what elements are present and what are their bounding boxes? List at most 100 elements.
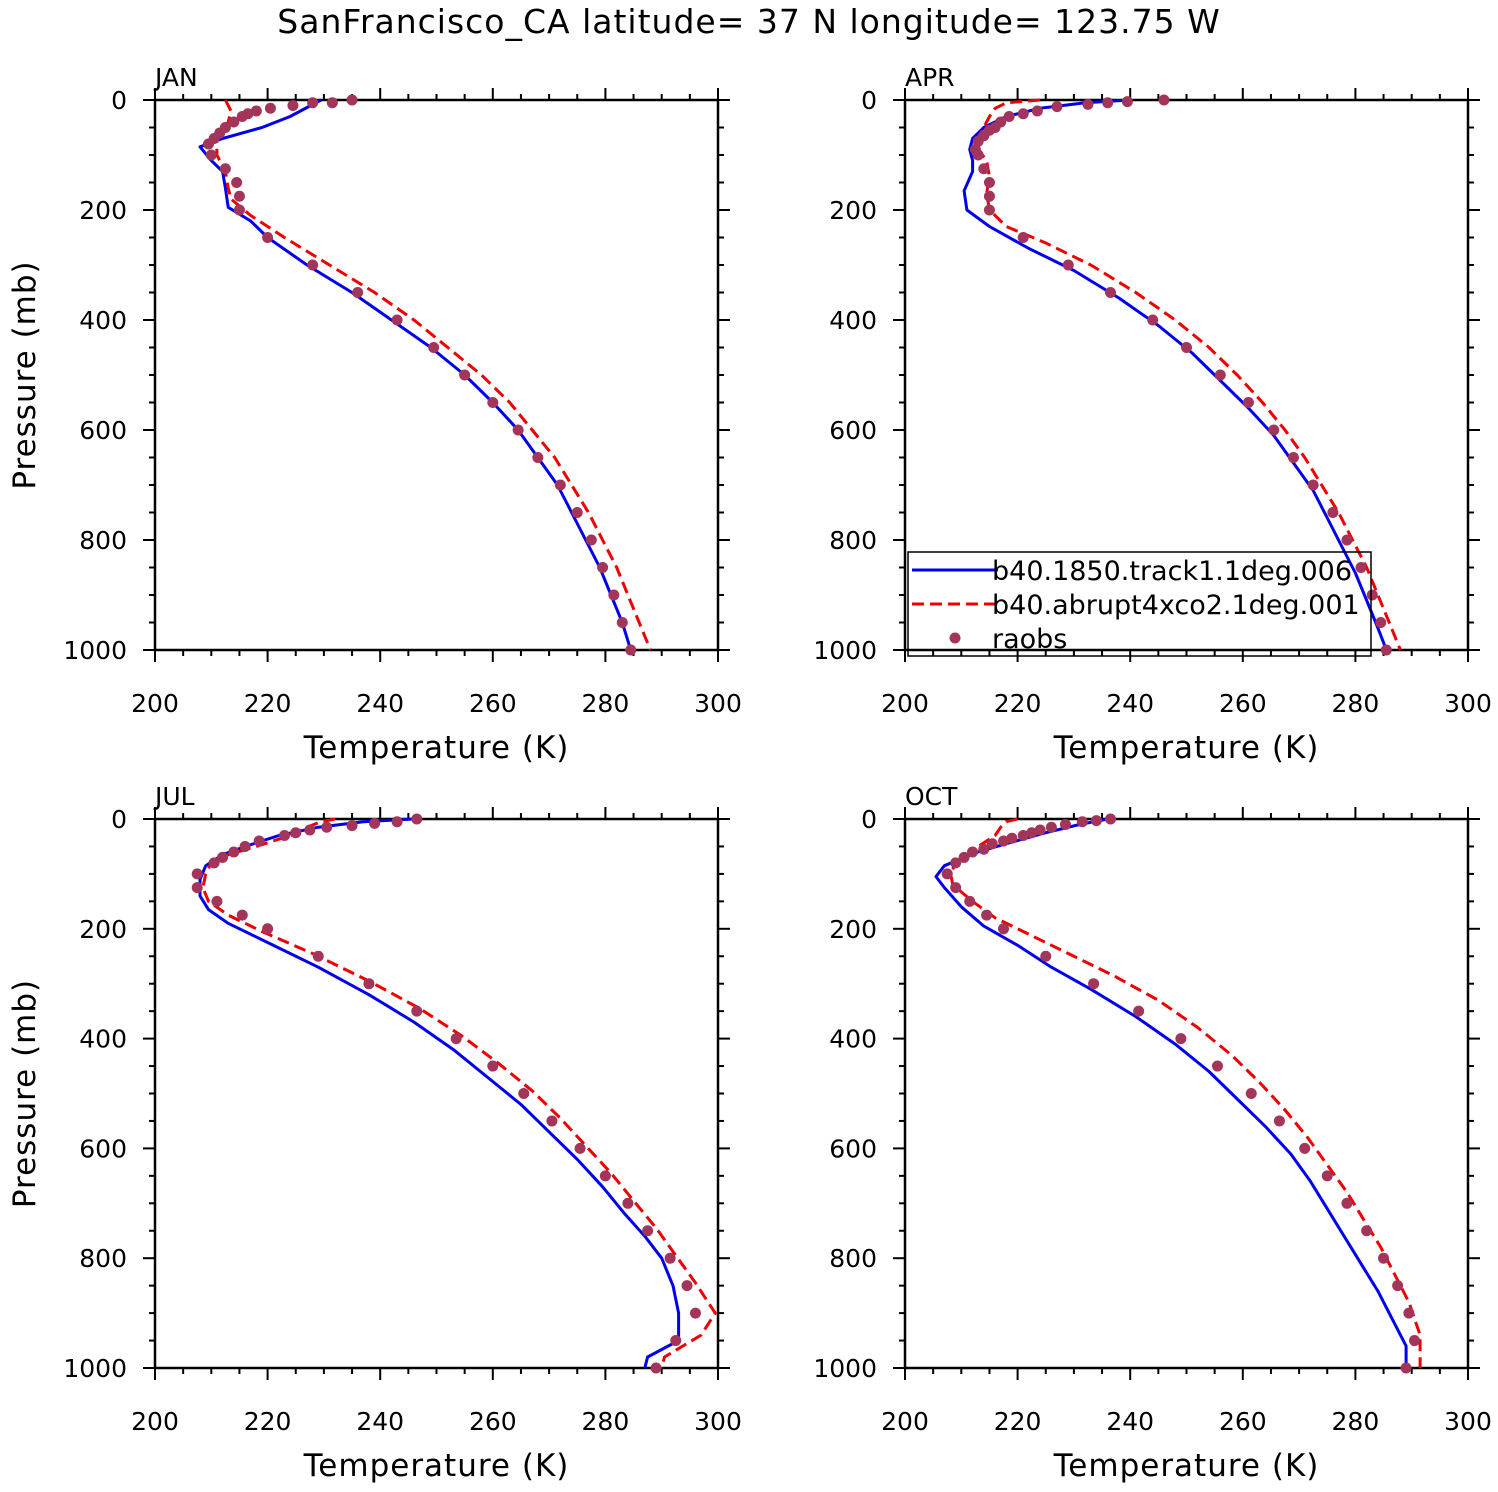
y-tick-label: 0 — [111, 86, 127, 115]
raobs-point — [1104, 813, 1116, 825]
raobs-point — [1040, 950, 1052, 962]
raobs-point — [981, 909, 993, 921]
raobs-point — [1341, 1197, 1353, 1209]
raobs-point — [1062, 259, 1074, 271]
raobs-point — [1076, 816, 1088, 828]
x-tick-label: 220 — [244, 689, 292, 718]
x-tick-label: 300 — [1444, 689, 1492, 718]
y-tick-label: 400 — [829, 306, 877, 335]
series-line-control — [962, 98, 1388, 651]
raobs-point — [1321, 1170, 1333, 1182]
x-tick-label: 260 — [469, 1407, 517, 1436]
raobs-point — [262, 232, 274, 243]
raobs-point — [487, 397, 499, 408]
raobs-point — [253, 835, 265, 847]
x-axis-label: Temperature (K) — [303, 730, 570, 766]
panel-oct: 200 220 240 260 280 300 0 200 400 600 800 1000 Tempe… — [813, 782, 1491, 1484]
raobs-point — [191, 882, 203, 894]
raobs-point — [972, 149, 984, 161]
raobs-point — [518, 1088, 530, 1099]
raobs-point — [983, 204, 995, 216]
raobs-point — [681, 1280, 693, 1292]
raobs-point — [233, 204, 245, 216]
x-tick-label: 280 — [1332, 1407, 1380, 1436]
panels: 200 220 240 260 280 300 0 200 400 600 800 1000 Tempe… — [7, 63, 1492, 1484]
raobs-point — [1268, 424, 1280, 436]
raobs-point — [585, 534, 597, 546]
raobs-point — [352, 287, 364, 298]
raobs-point — [236, 909, 248, 921]
raobs-point — [1242, 397, 1254, 408]
series-line-control — [198, 817, 681, 1369]
raobs-point — [391, 314, 403, 326]
raobs-point — [346, 94, 358, 106]
raobs-point — [1392, 1280, 1404, 1292]
x-tick-label: 300 — [694, 689, 742, 718]
raobs-point — [1409, 1335, 1421, 1347]
y-tick-label: 800 — [829, 1244, 877, 1273]
raobs-point — [978, 843, 990, 855]
panel-apr: 200 220 240 260 280 300 0 200 400 600 800 1000 Tempe… — [813, 63, 1491, 766]
plot-frame — [153, 817, 720, 1370]
raobs-point — [250, 105, 262, 117]
raobs-point — [228, 116, 240, 128]
x-tick-label: 220 — [994, 1407, 1042, 1436]
legend-label: raobs — [992, 624, 1067, 655]
raobs-point — [262, 923, 274, 935]
x-tick-label: 220 — [994, 689, 1042, 718]
raobs-point — [1355, 562, 1367, 573]
raobs-point — [363, 978, 375, 990]
raobs-point — [571, 507, 583, 518]
raobs-point — [597, 562, 609, 573]
raobs-point — [307, 97, 319, 109]
raobs-point — [650, 1362, 662, 1374]
legend-box — [907, 551, 1372, 657]
raobs-point — [1366, 589, 1378, 601]
raobs-point — [1287, 452, 1299, 463]
legend: b40.1850.track1.1deg.006b40.abrupt4xco2.… — [907, 551, 1372, 657]
raobs-point — [307, 259, 319, 271]
raobs-point — [346, 820, 358, 832]
raobs-point — [998, 835, 1010, 847]
series-line-4xco2 — [948, 817, 1422, 1368]
y-tick-label: 200 — [79, 196, 127, 225]
x-axis-label: Temperature (K) — [1053, 730, 1320, 766]
x-tick-label: 300 — [694, 1407, 742, 1436]
raobs-point — [625, 644, 637, 656]
raobs-point — [326, 97, 338, 109]
raobs-point — [1121, 96, 1133, 108]
y-tick-label: 800 — [829, 526, 877, 555]
raobs-point — [1273, 1115, 1285, 1127]
raobs-point — [1090, 815, 1102, 827]
raobs-point — [1158, 94, 1170, 106]
raobs-point — [236, 111, 248, 122]
x-tick-label: 200 — [131, 1407, 179, 1436]
raobs-point — [1361, 1225, 1373, 1237]
series-line-control — [934, 817, 1408, 1368]
raobs-point — [964, 895, 976, 907]
x-tick-label: 280 — [1332, 689, 1380, 718]
x-tick-label: 260 — [1219, 1407, 1267, 1436]
y-tick-label: 0 — [111, 805, 127, 834]
raobs-point — [950, 882, 962, 894]
raobs-point — [290, 827, 302, 839]
raobs-point — [986, 838, 998, 850]
raobs-point — [191, 868, 203, 880]
raobs-point — [554, 479, 566, 491]
raobs-point — [312, 950, 324, 962]
raobs-point — [1006, 832, 1018, 844]
raobs-point — [1031, 105, 1043, 117]
raobs-point — [670, 1335, 682, 1347]
raobs-point — [1026, 827, 1038, 839]
raobs-point — [217, 851, 229, 863]
raobs-point — [983, 177, 995, 188]
x-tick-label: 300 — [1444, 1407, 1492, 1436]
raobs-point — [1017, 108, 1029, 120]
raobs-point — [287, 100, 299, 111]
panel-jan: 200 220 240 260 280 300 0 200 400 600 800 1000 Tempe… — [7, 63, 742, 766]
panel-label: JAN — [153, 63, 198, 92]
raobs-point — [972, 135, 984, 147]
x-tick-label: 260 — [1219, 689, 1267, 718]
raobs-point — [941, 868, 953, 880]
raobs-point — [264, 102, 276, 114]
